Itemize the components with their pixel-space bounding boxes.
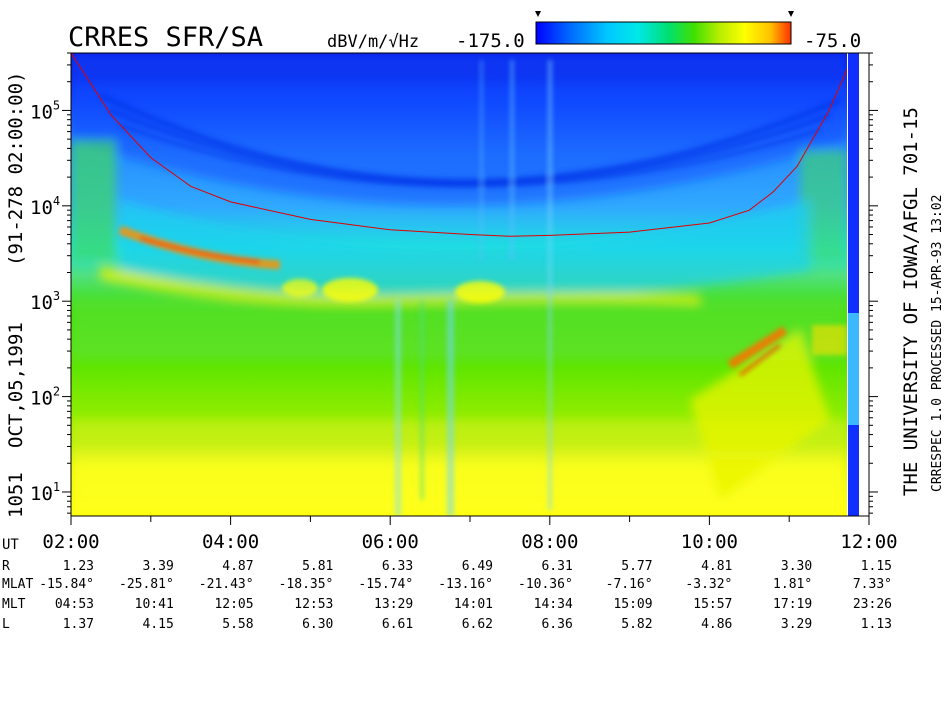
ephemeris-value: 5.58 xyxy=(222,617,253,632)
colorbar-min-marker xyxy=(535,11,541,17)
ephemeris-value: -21.43° xyxy=(199,577,254,592)
colorbar-min-label: -175.0 xyxy=(456,30,525,52)
ephemeris-value: 23:26 xyxy=(853,597,892,612)
y-axis: 101 102 103 104 105 xyxy=(30,52,71,514)
x-tick-label: 10:00 xyxy=(681,531,738,553)
ephemeris-value: 5.81 xyxy=(302,559,333,574)
processing-label: CRRESPEC 1.0 PROCESSED 15-APR-93 13:02 xyxy=(930,195,945,492)
ephemeris-value: 6.62 xyxy=(462,617,493,632)
y-tick-label: 105 xyxy=(30,98,60,123)
ephemeris-row-label: UT xyxy=(2,537,19,553)
ephemeris-value: 6.49 xyxy=(462,559,493,574)
ephemeris-value: -7.16° xyxy=(606,577,653,592)
ephemeris-value: 4.86 xyxy=(701,617,732,632)
y-tick-label: 104 xyxy=(30,194,60,219)
ephemeris-value: 1.23 xyxy=(63,559,94,574)
x-tick-label: 02:00 xyxy=(42,531,99,553)
ephemeris-value: 10:41 xyxy=(135,597,174,612)
colorbar-units-label: dBV/m/√Hz xyxy=(327,32,419,52)
chart-title: CRRES SFR/SA xyxy=(68,22,263,53)
ephemeris-value: 5.82 xyxy=(621,617,652,632)
ephemeris-value: 3.29 xyxy=(781,617,812,632)
ephemeris-row-label: L xyxy=(2,617,10,632)
ephemeris-value: 6.33 xyxy=(382,559,413,574)
ephemeris-value: -25.81° xyxy=(119,577,174,592)
ephemeris-value: 04:53 xyxy=(55,597,94,612)
colorbar xyxy=(535,21,792,45)
ephemeris-value: 1.37 xyxy=(63,617,94,632)
ephemeris-value: -10.36° xyxy=(518,577,573,592)
ephemeris-value: 6.36 xyxy=(541,617,572,632)
ephemeris-value: 17:19 xyxy=(773,597,812,612)
x-tick-label: 08:00 xyxy=(521,531,578,553)
x-tick-label: 12:00 xyxy=(840,531,897,553)
orbit-number: 1051 xyxy=(5,472,27,518)
colorbar-max-marker xyxy=(788,11,794,17)
x-tick-label: 06:00 xyxy=(362,531,419,553)
colorbar-max-label: -75.0 xyxy=(804,30,861,52)
spectrogram-image xyxy=(71,53,847,516)
density-strip xyxy=(848,53,859,313)
ephemeris-value: 3.39 xyxy=(142,559,173,574)
ephemeris-value: 4.87 xyxy=(222,559,253,574)
ephemeris-value: 3.30 xyxy=(781,559,812,574)
ephemeris-value: 4.15 xyxy=(142,617,173,632)
ephemeris-value: 4.81 xyxy=(701,559,732,574)
doy-label: (91-278 02:00:00) xyxy=(5,72,27,266)
ephemeris-value: 6.30 xyxy=(302,617,333,632)
ephemeris-value: -15.84° xyxy=(39,577,94,592)
ephemeris-value: 14:34 xyxy=(534,597,573,612)
ephemeris-value: 1.15 xyxy=(861,559,892,574)
ephemeris-row-label: R xyxy=(2,559,10,574)
ephemeris-value: 12:53 xyxy=(294,597,333,612)
x-tick-label: 04:00 xyxy=(202,531,259,553)
ephemeris-value: 14:01 xyxy=(454,597,493,612)
institution-label: THE UNIVERSITY OF IOWA/AFGL 701-15 xyxy=(900,107,922,496)
electron-cyclotron-curve xyxy=(71,53,847,237)
ephemeris-value: -18.35° xyxy=(279,577,334,592)
ephemeris-table: UT R MLAT MLT L 1.23 3.39 4.87 5.81 6.33 6.49 6.31 5… xyxy=(2,537,892,632)
ephemeris-row-label: MLAT xyxy=(2,577,33,592)
ephemeris-value: 15:57 xyxy=(693,597,732,612)
y-tick-label: 101 xyxy=(30,480,60,505)
y-axis-right xyxy=(869,52,878,514)
ephemeris-value: 5.77 xyxy=(621,559,652,574)
ephemeris-value: 12:05 xyxy=(214,597,253,612)
x-axis: 02:00 04:00 06:00 08:00 10:00 12:00 xyxy=(42,516,898,553)
y-tick-label: 102 xyxy=(30,385,60,410)
date-label: OCT,05,1991 xyxy=(5,322,27,448)
y-tick-label: 103 xyxy=(30,289,60,314)
ephemeris-value: 6.61 xyxy=(382,617,413,632)
ephemeris-value: 6.31 xyxy=(541,559,572,574)
ephemeris-value: 13:29 xyxy=(374,597,413,612)
ephemeris-value: -13.16° xyxy=(438,577,493,592)
ephemeris-value: 7.33° xyxy=(853,577,892,592)
ephemeris-value: -3.32° xyxy=(685,577,732,592)
ephemeris-value: 15:09 xyxy=(613,597,652,612)
ephemeris-value: 1.81° xyxy=(773,577,812,592)
ephemeris-value: -15.74° xyxy=(358,577,413,592)
ephemeris-row-label: MLT xyxy=(2,597,26,612)
ephemeris-value: 1.13 xyxy=(861,617,892,632)
